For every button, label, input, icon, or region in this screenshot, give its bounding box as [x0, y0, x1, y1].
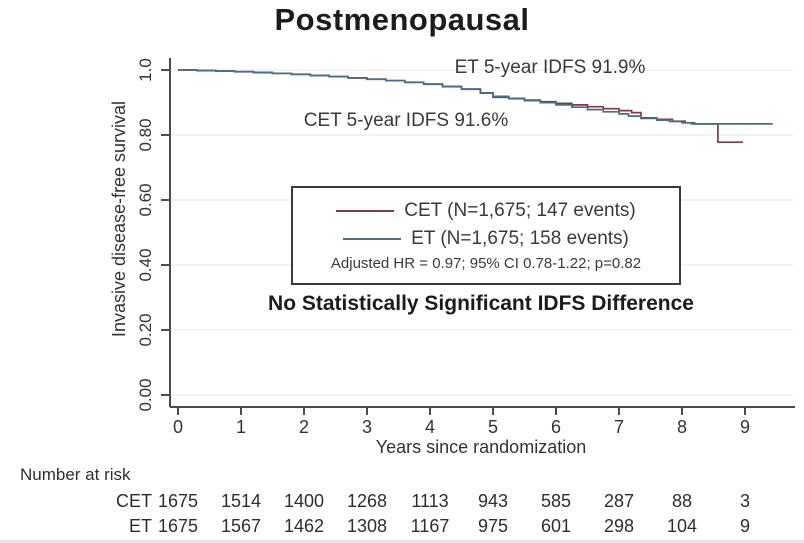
et-line-swatch: [343, 237, 402, 240]
risk-value: 585: [540, 491, 572, 511]
risk-value: 1167: [410, 516, 450, 536]
legend-label-et: ET (N=1,675; 158 events): [411, 227, 629, 249]
legend-row-et: ET (N=1,675; 158 events): [343, 226, 629, 252]
risk-value: 1268: [346, 491, 388, 511]
risk-table-header: Number at risk: [20, 465, 131, 484]
y-axis-title: Invasive disease-free survival: [109, 100, 129, 338]
cet-line-swatch: [336, 209, 395, 212]
risk-value: 1675: [157, 516, 199, 536]
risk-value: 1400: [283, 491, 325, 511]
x-axis-title: Years since randomization: [375, 437, 587, 457]
x-tick-label: 0: [172, 417, 183, 437]
risk-value: 1462: [283, 516, 325, 536]
risk-value: 1514: [220, 491, 262, 511]
y-tick-label: 0.60: [136, 183, 155, 217]
risk-row-label-cet: CET: [116, 491, 152, 511]
y-tick-label: 0.20: [136, 313, 155, 347]
chart-title: Postmenopausal: [274, 2, 530, 37]
risk-value: 601: [540, 516, 572, 536]
et-curve: [178, 69, 773, 125]
risk-row-label-et: ET: [128, 516, 152, 536]
figure-bottom-edge: [0, 540, 804, 543]
risk-value: 1113: [411, 491, 449, 511]
risk-value: 9: [739, 516, 750, 536]
legend-row-cet: CET (N=1,675; 147 events): [336, 198, 636, 224]
legend-label-cet: CET (N=1,675; 147 events): [404, 199, 636, 221]
x-tick-label: 6: [550, 417, 561, 437]
x-tick-label: 7: [613, 417, 624, 437]
hazard-ratio-stat: Adjusted HR = 0.97; 95% CI 0.78-1.22; p=…: [330, 254, 642, 272]
risk-value: 104: [666, 516, 698, 536]
x-tick-label: 8: [676, 417, 687, 437]
x-tick-label: 1: [235, 417, 246, 437]
significance-note: No Statistically Significant IDFS Differ…: [268, 292, 694, 315]
et-annotation: ET 5-year IDFS 91.9%: [454, 57, 646, 78]
risk-value: 1308: [346, 516, 388, 536]
risk-value: 3: [739, 491, 750, 511]
y-tick-label: 0.00: [136, 378, 155, 412]
risk-value: 298: [603, 516, 635, 536]
legend: CET (N=1,675; 147 events) ET (N=1,675; 1…: [291, 186, 681, 285]
x-tick-label: 3: [361, 417, 372, 437]
x-tick-label: 9: [739, 417, 750, 437]
x-tick-label: 4: [424, 417, 435, 437]
x-tick-label: 5: [487, 417, 498, 437]
y-tick-label: 1.0: [136, 58, 155, 82]
risk-value: 88: [671, 491, 693, 511]
risk-value: 1675: [157, 491, 199, 511]
y-tick-label: 0.40: [136, 248, 155, 282]
cet-annotation: CET 5-year IDFS 91.6%: [303, 110, 509, 131]
risk-value: 287: [603, 491, 635, 511]
x-tick-label: 2: [298, 417, 309, 437]
risk-value: 943: [477, 491, 509, 511]
risk-value: 1567: [220, 516, 262, 536]
y-tick-label: 0.80: [136, 118, 155, 152]
risk-value: 975: [477, 516, 509, 536]
